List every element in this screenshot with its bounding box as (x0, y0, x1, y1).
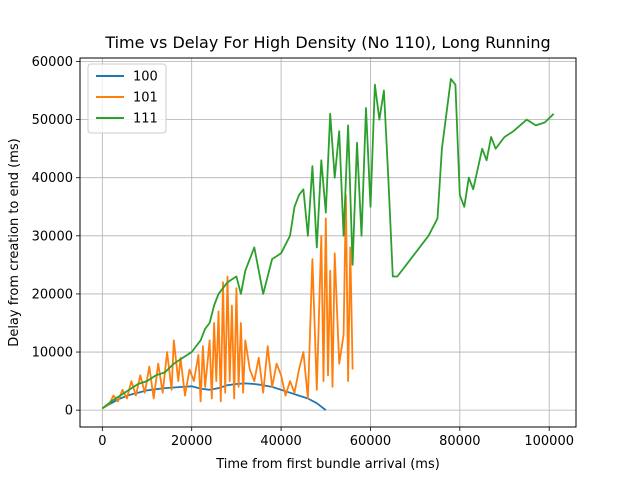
y-tick-label: 0 (65, 404, 73, 419)
x-tick-label: 20000 (171, 434, 212, 449)
series-line-100 (101, 382, 327, 411)
x-axis-label: Time from first bundle arrival (ms) (215, 457, 440, 472)
x-tick-label: 80000 (439, 434, 480, 449)
y-tick-label: 40000 (32, 171, 73, 186)
x-tick-label: 40000 (260, 434, 301, 449)
x-tick-label: 100000 (524, 434, 574, 449)
legend-label-100: 100 (133, 70, 158, 85)
y-tick-label: 30000 (32, 229, 73, 244)
axis-ticks: 0 20000 40000 60000 80000 100000 0 10000 20000 30… (32, 55, 574, 449)
legend-label-111: 111 (133, 112, 158, 127)
legend-label-101: 101 (133, 91, 158, 106)
series-line-111 (101, 78, 555, 410)
x-tick-label: 0 (98, 434, 106, 449)
y-tick-label: 10000 (32, 346, 73, 361)
legend: 100 101 111 (87, 63, 167, 134)
y-tick-label: 20000 (32, 287, 73, 302)
y-tick-label: 60000 (32, 55, 73, 70)
plot-frame (79, 57, 577, 428)
x-tick-label: 60000 (350, 434, 391, 449)
y-tick-label: 50000 (32, 113, 73, 128)
legend-box (87, 63, 167, 134)
y-axis-label: Delay from creation to end (ms) (7, 138, 22, 346)
chart-title: Time vs Delay For High Density (No 110),… (104, 33, 550, 52)
series-line-101 (101, 194, 354, 410)
data-series (101, 78, 555, 411)
